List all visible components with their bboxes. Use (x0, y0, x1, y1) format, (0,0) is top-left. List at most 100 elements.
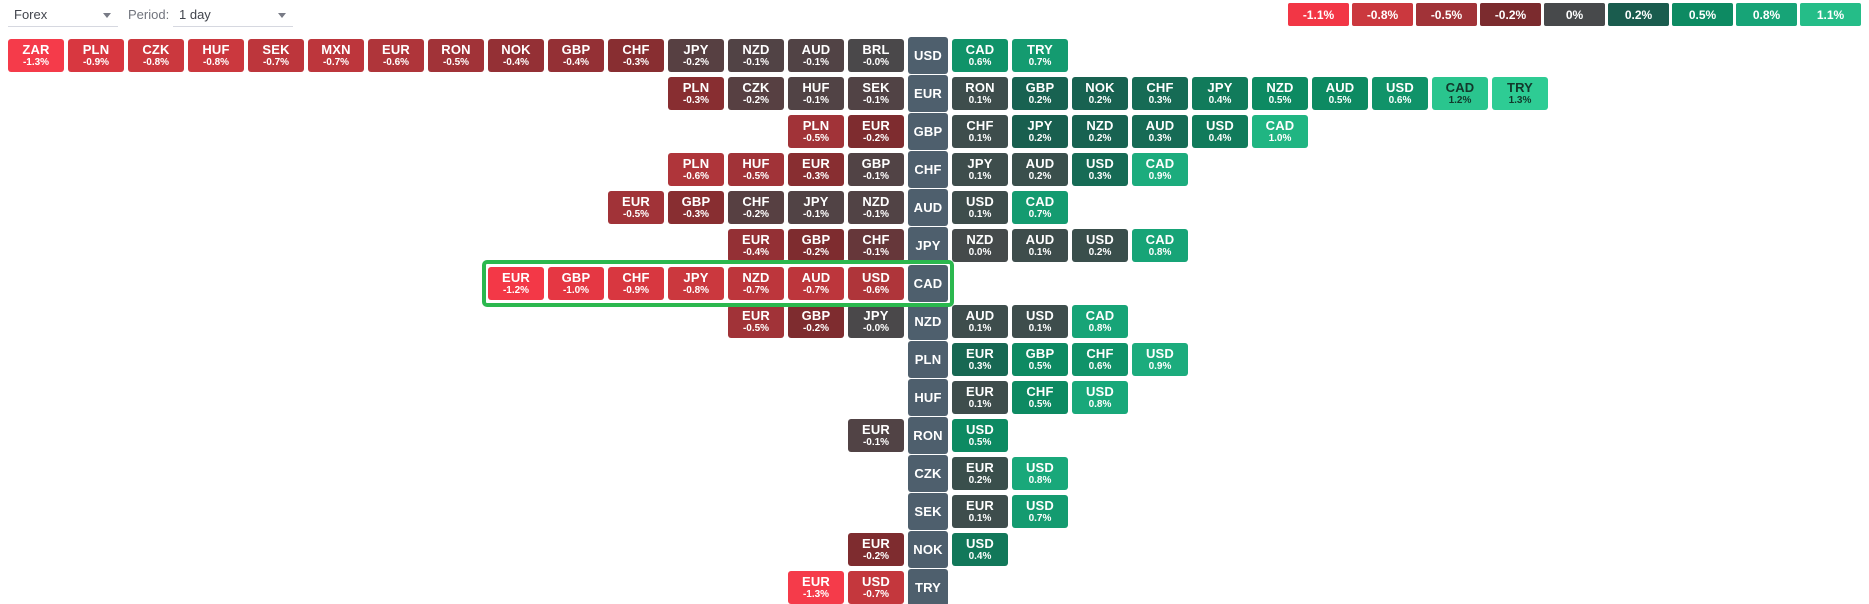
tile-nok-usd[interactable]: USD 0.4% (952, 533, 1008, 566)
tile-aud-cad[interactable]: CAD 0.7% (1012, 191, 1068, 224)
tile-eur-chf[interactable]: CHF 0.3% (1132, 77, 1188, 110)
tile-chf-gbp[interactable]: GBP -0.1% (848, 153, 904, 186)
tile-cad-chf[interactable]: CHF -0.9% (608, 267, 664, 300)
base-tile-nok[interactable]: NOK (908, 531, 948, 568)
tile-eur-try[interactable]: TRY 1.3% (1492, 77, 1548, 110)
base-tile-try[interactable]: TRY (908, 569, 948, 604)
tile-usd-aud[interactable]: AUD -0.1% (788, 39, 844, 72)
tile-usd-sek[interactable]: SEK -0.7% (248, 39, 304, 72)
tile-cad-nzd[interactable]: NZD -0.7% (728, 267, 784, 300)
tile-chf-usd[interactable]: USD 0.3% (1072, 153, 1128, 186)
tile-cad-usd[interactable]: USD -0.6% (848, 267, 904, 300)
tile-huf-chf[interactable]: CHF 0.5% (1012, 381, 1068, 414)
tile-eur-cad[interactable]: CAD 1.2% (1432, 77, 1488, 110)
tile-jpy-usd[interactable]: USD 0.2% (1072, 229, 1128, 262)
tile-aud-eur[interactable]: EUR -0.5% (608, 191, 664, 224)
tile-gbp-pln[interactable]: PLN -0.5% (788, 115, 844, 148)
tile-gbp-usd[interactable]: USD 0.4% (1192, 115, 1248, 148)
tile-gbp-eur[interactable]: EUR -0.2% (848, 115, 904, 148)
tile-nzd-usd[interactable]: USD 0.1% (1012, 305, 1068, 338)
period-select[interactable]: 1 day (173, 3, 293, 27)
tile-jpy-nzd[interactable]: NZD 0.0% (952, 229, 1008, 262)
tile-pln-gbp[interactable]: GBP 0.5% (1012, 343, 1068, 376)
tile-jpy-cad[interactable]: CAD 0.8% (1132, 229, 1188, 262)
tile-czk-eur[interactable]: EUR 0.2% (952, 457, 1008, 490)
tile-nzd-aud[interactable]: AUD 0.1% (952, 305, 1008, 338)
tile-usd-brl[interactable]: BRL -0.0% (848, 39, 904, 72)
tile-huf-eur[interactable]: EUR 0.1% (952, 381, 1008, 414)
tile-cad-jpy[interactable]: JPY -0.8% (668, 267, 724, 300)
base-tile-pln[interactable]: PLN (908, 341, 948, 378)
tile-eur-ron[interactable]: RON 0.1% (952, 77, 1008, 110)
tile-sek-eur[interactable]: EUR 0.1% (952, 495, 1008, 528)
tile-cad-aud[interactable]: AUD -0.7% (788, 267, 844, 300)
tile-eur-aud[interactable]: AUD 0.5% (1312, 77, 1368, 110)
tile-sek-usd[interactable]: USD 0.7% (1012, 495, 1068, 528)
tile-nok-eur[interactable]: EUR -0.2% (848, 533, 904, 566)
base-tile-eur[interactable]: EUR (908, 75, 948, 112)
tile-chf-eur[interactable]: EUR -0.3% (788, 153, 844, 186)
tile-pln-chf[interactable]: CHF 0.6% (1072, 343, 1128, 376)
base-tile-czk[interactable]: CZK (908, 455, 948, 492)
base-tile-gbp[interactable]: GBP (908, 113, 948, 150)
tile-ron-eur[interactable]: EUR -0.1% (848, 419, 904, 452)
tile-chf-jpy[interactable]: JPY 0.1% (952, 153, 1008, 186)
tile-chf-pln[interactable]: PLN -0.6% (668, 153, 724, 186)
tile-chf-aud[interactable]: AUD 0.2% (1012, 153, 1068, 186)
tile-usd-gbp[interactable]: GBP -0.4% (548, 39, 604, 72)
tile-usd-try[interactable]: TRY 0.7% (1012, 39, 1068, 72)
tile-eur-jpy[interactable]: JPY 0.4% (1192, 77, 1248, 110)
tile-aud-jpy[interactable]: JPY -0.1% (788, 191, 844, 224)
tile-jpy-aud[interactable]: AUD 0.1% (1012, 229, 1068, 262)
tile-chf-cad[interactable]: CAD 0.9% (1132, 153, 1188, 186)
tile-usd-eur[interactable]: EUR -0.6% (368, 39, 424, 72)
tile-usd-ron[interactable]: RON -0.5% (428, 39, 484, 72)
tile-aud-nzd[interactable]: NZD -0.1% (848, 191, 904, 224)
tile-eur-nok[interactable]: NOK 0.2% (1072, 77, 1128, 110)
tile-nzd-jpy[interactable]: JPY -0.0% (848, 305, 904, 338)
tile-usd-pln[interactable]: PLN -0.9% (68, 39, 124, 72)
tile-nzd-eur[interactable]: EUR -0.5% (728, 305, 784, 338)
tile-eur-pln[interactable]: PLN -0.3% (668, 77, 724, 110)
tile-eur-usd[interactable]: USD 0.6% (1372, 77, 1428, 110)
base-tile-nzd[interactable]: NZD (908, 303, 948, 340)
tile-usd-cad[interactable]: CAD 0.6% (952, 39, 1008, 72)
tile-eur-sek[interactable]: SEK -0.1% (848, 77, 904, 110)
base-tile-ron[interactable]: RON (908, 417, 948, 454)
tile-czk-usd[interactable]: USD 0.8% (1012, 457, 1068, 490)
tile-eur-czk[interactable]: CZK -0.2% (728, 77, 784, 110)
tile-chf-huf[interactable]: HUF -0.5% (728, 153, 784, 186)
base-tile-aud[interactable]: AUD (908, 189, 948, 226)
tile-usd-nzd[interactable]: NZD -0.1% (728, 39, 784, 72)
tile-ron-usd[interactable]: USD 0.5% (952, 419, 1008, 452)
tile-aud-usd[interactable]: USD 0.1% (952, 191, 1008, 224)
tile-usd-czk[interactable]: CZK -0.8% (128, 39, 184, 72)
tile-aud-chf[interactable]: CHF -0.2% (728, 191, 784, 224)
tile-usd-huf[interactable]: HUF -0.8% (188, 39, 244, 72)
tile-eur-huf[interactable]: HUF -0.1% (788, 77, 844, 110)
base-tile-usd[interactable]: USD (908, 37, 948, 74)
tile-usd-chf[interactable]: CHF -0.3% (608, 39, 664, 72)
tile-usd-nok[interactable]: NOK -0.4% (488, 39, 544, 72)
tile-usd-jpy[interactable]: JPY -0.2% (668, 39, 724, 72)
tile-eur-gbp[interactable]: GBP 0.2% (1012, 77, 1068, 110)
market-select[interactable]: Forex (8, 3, 118, 27)
tile-huf-usd[interactable]: USD 0.8% (1072, 381, 1128, 414)
tile-jpy-chf[interactable]: CHF -0.1% (848, 229, 904, 262)
tile-gbp-cad[interactable]: CAD 1.0% (1252, 115, 1308, 148)
base-tile-huf[interactable]: HUF (908, 379, 948, 416)
base-tile-jpy[interactable]: JPY (908, 227, 948, 264)
base-tile-sek[interactable]: SEK (908, 493, 948, 530)
tile-try-usd[interactable]: USD -0.7% (848, 571, 904, 604)
tile-pln-eur[interactable]: EUR 0.3% (952, 343, 1008, 376)
tile-cad-gbp[interactable]: GBP -1.0% (548, 267, 604, 300)
tile-pln-usd[interactable]: USD 0.9% (1132, 343, 1188, 376)
base-tile-chf[interactable]: CHF (908, 151, 948, 188)
tile-gbp-nzd[interactable]: NZD 0.2% (1072, 115, 1128, 148)
tile-usd-zar[interactable]: ZAR -1.3% (8, 39, 64, 72)
tile-nzd-cad[interactable]: CAD 0.8% (1072, 305, 1128, 338)
tile-usd-mxn[interactable]: MXN -0.7% (308, 39, 364, 72)
tile-aud-gbp[interactable]: GBP -0.3% (668, 191, 724, 224)
tile-nzd-gbp[interactable]: GBP -0.2% (788, 305, 844, 338)
base-tile-cad[interactable]: CAD (908, 265, 948, 302)
